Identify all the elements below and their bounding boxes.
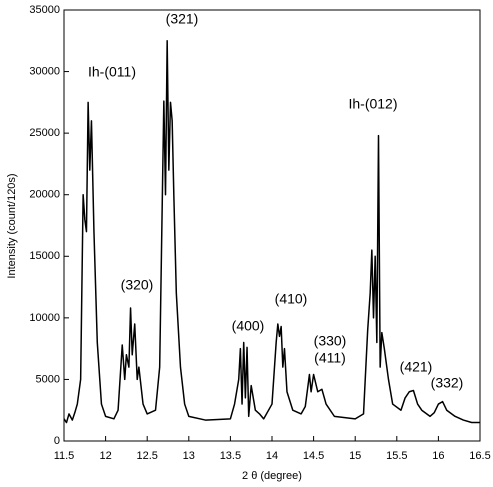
x-axis-label: 2 θ (degree)	[242, 470, 302, 482]
annotation: Ih-(012)	[348, 96, 397, 112]
y-tick-label: 5000	[36, 373, 60, 385]
x-tick-label: 14.5	[303, 450, 324, 462]
x-tick-label: 13.5	[220, 450, 241, 462]
y-tick-label: 35000	[29, 4, 60, 16]
x-tick-label: 11.5	[54, 450, 75, 462]
annotation: (330)	[314, 333, 347, 349]
annotation: (320)	[121, 277, 154, 293]
y-tick-label: 30000	[29, 65, 60, 77]
x-tick-label: 16.5	[469, 450, 490, 462]
annotation: (400)	[232, 318, 265, 334]
x-tick-label: 13	[183, 450, 195, 462]
data-line	[63, 40, 480, 424]
annotation: (332)	[431, 375, 464, 391]
x-tick-label: 16	[432, 450, 444, 462]
annotation: (321)	[166, 11, 199, 27]
y-tick-label: 20000	[29, 189, 60, 201]
x-tick-label: 15	[349, 450, 361, 462]
x-tick-label: 12.5	[136, 450, 157, 462]
y-axis-label: Intensity (count/120s)	[6, 173, 18, 278]
annotation: (410)	[275, 291, 308, 307]
x-tick-label: 12	[99, 450, 111, 462]
annotation: Ih-(011)	[88, 64, 136, 80]
annotation: (411)	[314, 350, 346, 366]
x-tick-label: 14	[266, 450, 278, 462]
y-tick-label: 0	[54, 435, 60, 447]
y-tick-label: 25000	[29, 127, 60, 139]
y-tick-label: 15000	[29, 250, 60, 262]
x-tick-label: 15.5	[386, 450, 407, 462]
y-tick-label: 10000	[29, 312, 60, 324]
annotation: (421)	[400, 359, 433, 375]
